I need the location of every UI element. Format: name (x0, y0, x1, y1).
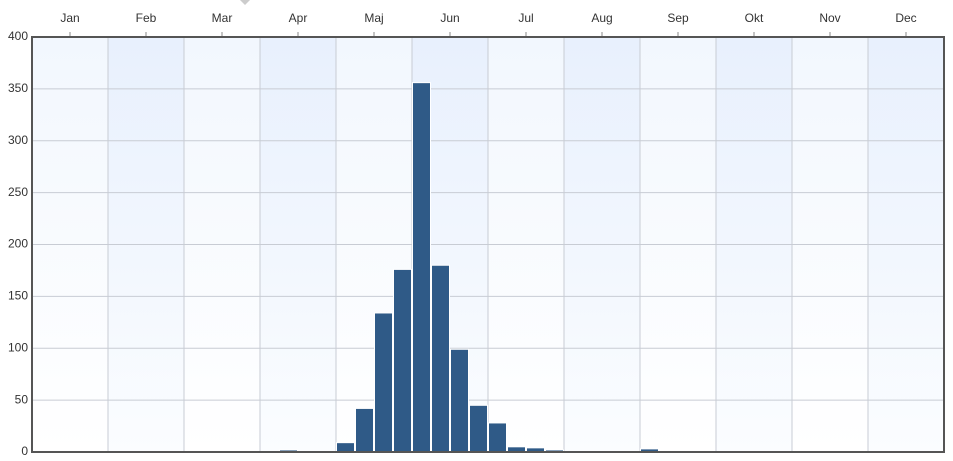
x-tick-label: Jan (60, 11, 79, 25)
x-tick-label: Apr (289, 11, 308, 25)
bar (355, 407, 374, 453)
y-tick-label: 150 (8, 289, 28, 303)
x-tick-label: Mar (212, 11, 233, 25)
bar (450, 348, 469, 453)
bar (374, 312, 393, 453)
bar (488, 422, 507, 453)
y-tick-label: 300 (8, 133, 28, 147)
bar (431, 264, 450, 453)
x-tick-label: Jun (440, 11, 459, 25)
y-tick-label: 50 (15, 392, 29, 406)
plot-frame (31, 36, 945, 453)
y-tick-label: 250 (8, 185, 28, 199)
x-tick-label: Okt (745, 11, 764, 25)
y-tick-label: 100 (8, 340, 28, 354)
marker (240, 0, 250, 5)
bar (469, 404, 488, 453)
y-tick-label: 0 (21, 444, 28, 458)
bar (336, 442, 355, 453)
x-tick-label: Sep (667, 11, 689, 25)
x-tick-label: Nov (819, 11, 840, 25)
y-tick-label: 400 (8, 29, 28, 43)
x-tick-label: Aug (591, 11, 612, 25)
y-tick-label: 200 (8, 237, 28, 251)
x-tick-label: Feb (136, 11, 157, 25)
x-tick-label: Maj (364, 11, 383, 25)
x-tick-label: Jul (518, 11, 533, 25)
bar (412, 82, 431, 453)
y-tick-label: 350 (8, 81, 28, 95)
bar (393, 268, 412, 453)
x-tick-label: Dec (895, 11, 916, 25)
